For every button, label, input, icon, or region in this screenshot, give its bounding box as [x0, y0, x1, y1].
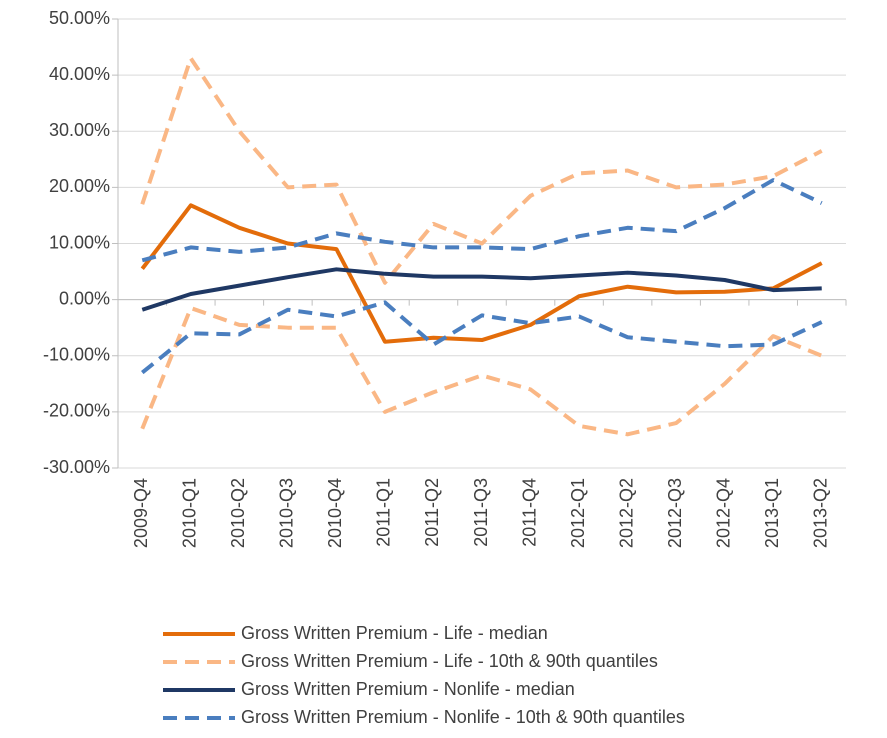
series-line: [140, 203, 823, 344]
x-tick-label: 2013-Q1: [762, 478, 782, 548]
series-line: [140, 306, 823, 437]
y-tick-label: 30.00%: [49, 120, 110, 140]
series-line: [141, 267, 822, 312]
y-tick-label: 0.00%: [59, 288, 110, 308]
y-tick-label: -30.00%: [43, 457, 110, 477]
series-line: [140, 56, 823, 285]
y-tick-label: 40.00%: [49, 64, 110, 84]
x-tick-label: 2011-Q2: [422, 478, 442, 547]
x-tick-label: 2011-Q4: [519, 478, 539, 547]
y-tick-label: -20.00%: [43, 401, 110, 421]
x-tick-label: 2010-Q2: [228, 478, 248, 548]
series-line: [141, 300, 823, 375]
series-line: [141, 178, 823, 263]
x-tick-label: 2009-Q4: [131, 478, 151, 548]
legend-label: Gross Written Premium - Nonlife - median: [241, 679, 575, 699]
y-tick-label: -10.00%: [43, 345, 110, 365]
x-tick-label: 2011-Q3: [471, 478, 491, 547]
x-tick-label: 2010-Q4: [325, 478, 345, 548]
x-tick-label: 2010-Q3: [277, 478, 297, 548]
legend-label: Gross Written Premium - Life - median: [241, 623, 548, 643]
x-tick-label: 2012-Q2: [616, 478, 636, 548]
x-tick-label: 2012-Q1: [568, 478, 588, 548]
legend-label: Gross Written Premium - Life - 10th & 90…: [241, 651, 658, 671]
legend-label: Gross Written Premium - Nonlife - 10th &…: [241, 707, 685, 727]
y-tick-label: 10.00%: [49, 232, 110, 252]
x-tick-label: 2010-Q1: [180, 478, 200, 548]
x-tick-label: 2012-Q3: [665, 478, 685, 548]
y-tick-label: 50.00%: [49, 8, 110, 28]
x-tick-label: 2012-Q4: [713, 478, 733, 548]
x-tick-label: 2013-Q2: [810, 478, 830, 548]
x-tick-label: 2011-Q1: [374, 478, 394, 547]
y-tick-label: 20.00%: [49, 176, 110, 196]
